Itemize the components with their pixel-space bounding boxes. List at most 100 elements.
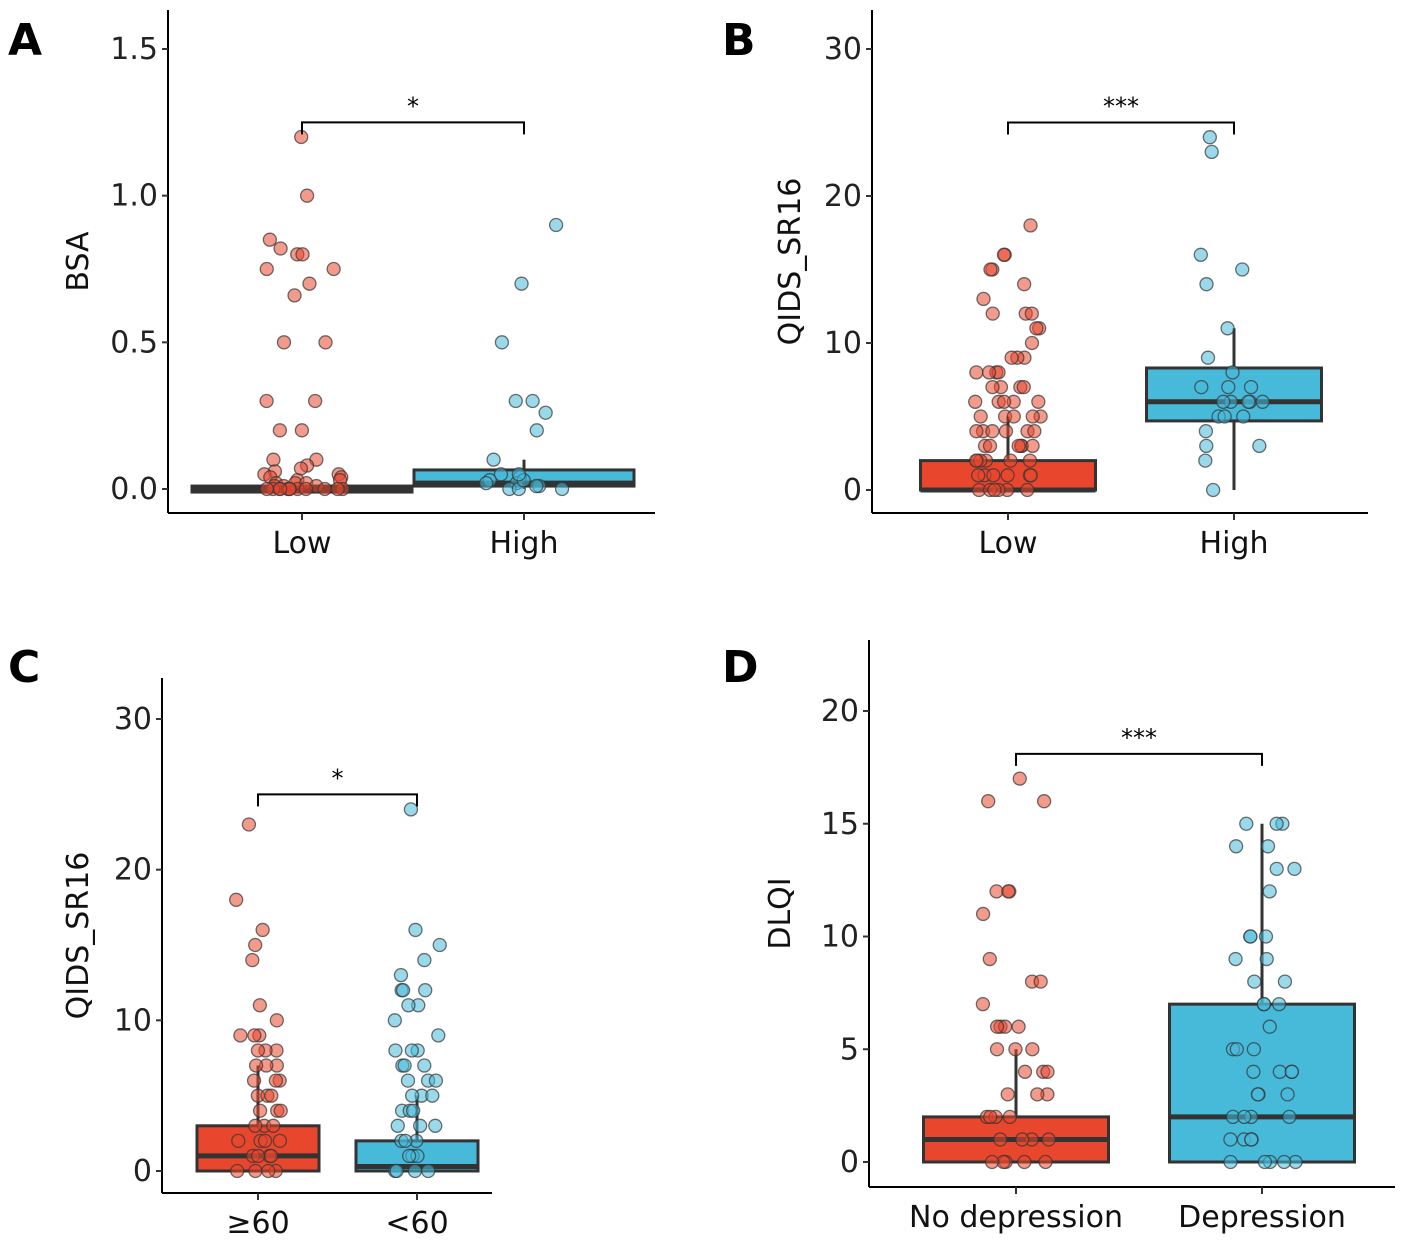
- significance-label: *: [332, 764, 344, 792]
- data-point: [1276, 1154, 1292, 1170]
- data-point: [1004, 350, 1019, 365]
- data-point: [969, 424, 984, 439]
- data-point: [266, 452, 281, 467]
- data-point: [982, 438, 998, 454]
- data-point: [330, 481, 345, 497]
- data-point: [996, 247, 1012, 262]
- data-point: [387, 1013, 402, 1028]
- panel-c: C 0 10 20 30 QIDS_SR16 ≥60 <60 *: [8, 642, 492, 1241]
- data-point: [982, 951, 997, 967]
- data-point: [389, 1163, 404, 1179]
- data-point: [1006, 409, 1021, 424]
- data-point: [417, 952, 432, 968]
- data-point: [1229, 1042, 1244, 1057]
- data-point: [1239, 816, 1254, 831]
- data-point: [493, 467, 509, 482]
- data-point: [1228, 951, 1243, 967]
- data-point: [276, 335, 292, 350]
- data-point: [248, 1058, 264, 1073]
- panel-letter: A: [8, 15, 42, 66]
- box-group-1: [354, 802, 480, 1179]
- data-point: [1025, 438, 1040, 454]
- data-point: [1011, 438, 1026, 454]
- significance-label: ***: [1121, 724, 1157, 752]
- data-point: [1243, 929, 1258, 944]
- data-point: [272, 423, 288, 438]
- data-point: [975, 997, 991, 1012]
- data-point: [403, 802, 419, 817]
- data-point: [406, 1103, 421, 1118]
- data-point: [1194, 379, 1209, 395]
- data-point: [981, 794, 996, 809]
- y-axis-label: QIDS_SR16: [61, 852, 96, 1020]
- box-group-1: [1168, 816, 1356, 1170]
- data-point: [479, 475, 494, 491]
- data-point: [968, 453, 984, 468]
- data-point: [287, 288, 302, 303]
- data-point: [248, 1163, 263, 1179]
- data-point: [1012, 771, 1027, 786]
- data-point: [1033, 974, 1048, 989]
- data-point: [985, 306, 1000, 321]
- x-tick-label: High: [490, 526, 559, 561]
- data-point: [388, 1043, 403, 1058]
- data-point: [1198, 453, 1213, 468]
- data-point: [246, 1073, 262, 1088]
- data-point: [318, 335, 333, 350]
- data-point: [1241, 394, 1256, 409]
- data-point: [245, 952, 260, 968]
- data-point: [1284, 1064, 1299, 1079]
- data-point: [1025, 1042, 1040, 1057]
- y-tick-label: 10: [821, 920, 859, 955]
- x-tick-label: High: [1200, 526, 1269, 561]
- data-point: [269, 1013, 284, 1028]
- data-point: [989, 884, 1004, 899]
- box-group-1: [1145, 130, 1323, 498]
- data-point: [1228, 839, 1244, 854]
- data-point: [248, 937, 263, 953]
- panel-a: A 0.0 0.5 1.0 1.5 BSA Low High *: [8, 10, 655, 561]
- data-point: [1020, 482, 1035, 498]
- data-point: [273, 1103, 288, 1118]
- data-point: [985, 424, 1000, 439]
- data-point: [1001, 884, 1016, 899]
- data-point: [390, 1118, 405, 1133]
- data-point: [295, 247, 310, 262]
- data-point: [261, 1163, 276, 1179]
- data-point: [259, 481, 275, 497]
- data-point: [1221, 379, 1236, 395]
- data-point: [257, 1133, 273, 1149]
- data-point: [984, 1154, 1000, 1170]
- data-point: [1022, 453, 1038, 468]
- data-point: [250, 1043, 266, 1058]
- data-point: [264, 1088, 279, 1103]
- data-point: [404, 1043, 420, 1058]
- data-point: [247, 1028, 262, 1043]
- box-group-0: [919, 218, 1097, 498]
- data-point: [1269, 816, 1284, 831]
- x-tick-label: Low: [272, 526, 331, 561]
- data-point: [1220, 321, 1235, 336]
- data-point: [413, 1118, 428, 1133]
- data-point: [1235, 262, 1250, 277]
- y-tick-label: 1.5: [110, 32, 158, 67]
- data-point: [1269, 861, 1284, 876]
- data-point: [494, 335, 510, 350]
- data-point: [229, 892, 244, 907]
- panel-d: D 0 5 10 15 20 DLQI No depression Depression ***: [722, 640, 1395, 1235]
- data-point: [432, 937, 447, 953]
- data-point: [529, 423, 544, 438]
- data-point: [252, 1103, 268, 1118]
- data-point: [987, 482, 1002, 498]
- data-point: [1247, 974, 1262, 989]
- data-point: [1017, 1064, 1033, 1079]
- data-point: [1217, 409, 1232, 424]
- data-point: [983, 1109, 998, 1125]
- data-point: [975, 906, 991, 922]
- data-point: [407, 1163, 423, 1179]
- data-point: [1216, 394, 1231, 409]
- significance-bracket: [1007, 121, 1235, 135]
- data-point: [1280, 1087, 1295, 1102]
- data-point: [262, 232, 278, 247]
- data-point: [1003, 453, 1018, 468]
